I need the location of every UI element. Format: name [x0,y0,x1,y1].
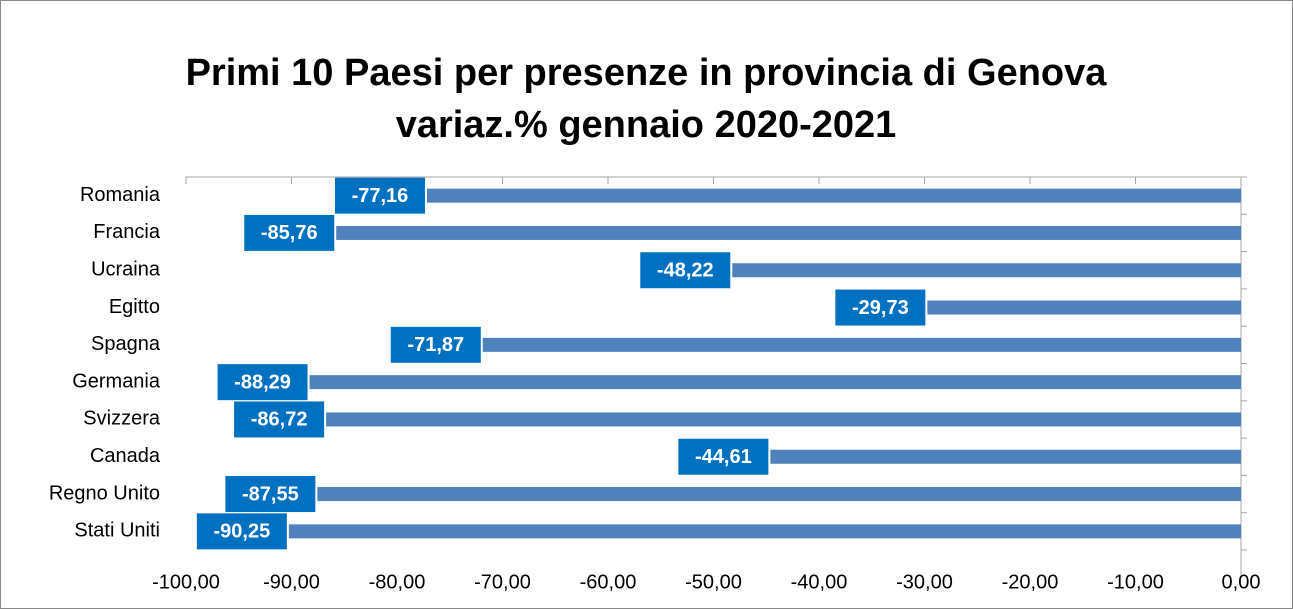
y-tick-label: Stati Uniti [74,520,160,542]
x-tick-label: -50,00 [685,571,742,593]
x-tick-label: -60,00 [580,571,637,593]
data-label: -77,16 [352,185,409,207]
data-label-box [225,476,316,513]
bar [288,524,1241,539]
y-tick-label: Regno Unito [49,482,160,504]
data-label: -44,61 [695,446,752,468]
bar [309,375,1241,390]
data-label: -85,76 [261,222,318,244]
data-label: -90,25 [214,521,271,543]
y-tick-label: Egitto [109,296,160,318]
data-label-box [640,252,731,289]
chart-subtitle: variaz.% gennaio 2020-2021 [396,104,897,146]
data-label-box [678,438,769,475]
data-label-box [196,513,287,550]
x-tick-label: -40,00 [791,571,848,593]
y-tick-label: Germania [72,370,161,392]
x-tick-label: -100,00 [152,571,220,593]
bar [927,300,1241,315]
data-label-box [334,177,425,214]
data-label-box [835,289,926,326]
data-label: -87,55 [242,483,299,505]
chart-title: Primi 10 Paesi per presenze in provincia… [186,52,1108,94]
bar [326,412,1241,427]
y-tick-label: Romania [80,184,161,206]
bar [426,188,1241,203]
data-label-box [234,401,325,438]
bar [317,487,1241,502]
data-label-box [217,364,308,401]
bar [482,337,1242,352]
bar [770,449,1241,464]
x-tick-label: -90,00 [263,571,320,593]
x-tick-label: -30,00 [896,571,953,593]
y-tick-label: Francia [93,221,161,243]
x-tick-label: -80,00 [369,571,426,593]
data-label: -86,72 [251,409,308,431]
x-tick-label: -20,00 [1002,571,1059,593]
data-label: -71,87 [407,334,464,356]
y-tick-label: Spagna [91,333,161,355]
data-label: -88,29 [234,371,291,393]
data-label: -48,22 [657,260,714,282]
x-tick-label: -70,00 [474,571,531,593]
x-tick-label: -10,00 [1107,571,1164,593]
x-tick-label: 0,00 [1222,571,1261,593]
data-label-box [244,214,335,251]
bar [732,263,1241,278]
data-label: -29,73 [852,297,909,319]
y-tick-label: Canada [90,445,161,467]
bar [336,225,1241,240]
y-tick-label: Svizzera [83,408,161,430]
data-label-box [390,326,481,363]
y-tick-label: Ucraina [91,259,161,281]
